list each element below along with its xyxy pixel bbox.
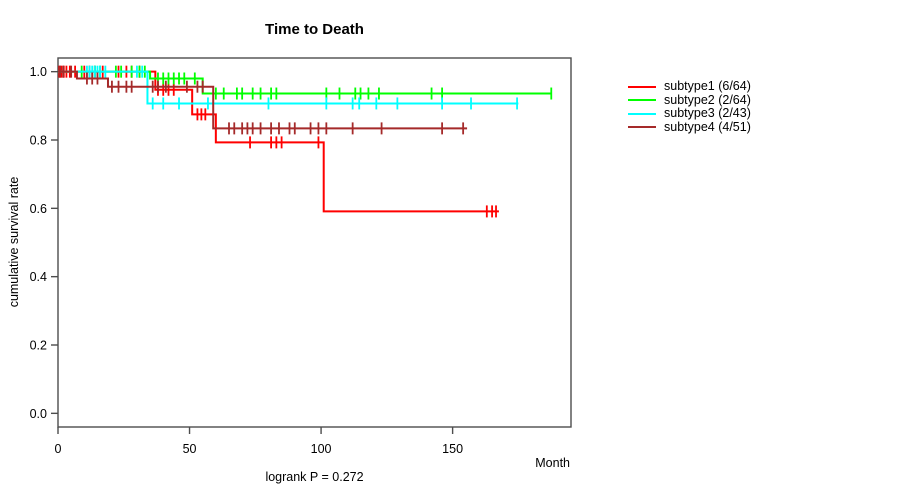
logrank-annotation: logrank P = 0.272 <box>265 470 364 484</box>
legend-line-swatch <box>628 85 656 88</box>
plot-border <box>57 57 572 428</box>
y-tick-label: 0.8 <box>30 134 47 148</box>
legend-line-swatch <box>628 99 656 102</box>
x-tick-label: 100 <box>311 442 332 456</box>
legend-item: subtype4 (4/51) <box>628 119 751 135</box>
legend-label: subtype4 (4/51) <box>664 119 751 134</box>
legend-item: subtype1 (6/64) <box>628 79 751 94</box>
x-axis-label: Month <box>535 456 570 470</box>
x-tick-label: 50 <box>183 442 197 456</box>
legend: subtype1 (6/64) subtype2 (2/64) subtype3 (… <box>628 79 751 135</box>
legend-item: subtype2 (2/64) <box>628 92 751 108</box>
legend-line-swatch <box>628 112 656 115</box>
y-tick-label: 0.6 <box>30 202 47 216</box>
survival-curve-1 <box>58 70 499 213</box>
survival-curve-4 <box>58 70 468 130</box>
x-tick-label: 150 <box>442 442 463 456</box>
y-tick-label: 0.2 <box>30 339 47 353</box>
y-tick-label: 0.4 <box>30 270 47 284</box>
chart-title: Time to Death <box>265 21 364 38</box>
legend-label: subtype3 (2/43) <box>664 106 751 120</box>
y-axis-label: cumulative survival rate <box>7 176 21 308</box>
y-tick-label: 0.0 <box>30 407 47 421</box>
x-tick-label: 0 <box>55 442 62 456</box>
legend-line-swatch <box>628 126 656 129</box>
y-tick-label: 1.0 <box>30 65 47 79</box>
legend-label: subtype2 (2/64) <box>664 92 751 107</box>
legend-item: subtype3 (2/43) <box>628 106 751 121</box>
legend-label: subtype1 (6/64) <box>664 79 751 93</box>
